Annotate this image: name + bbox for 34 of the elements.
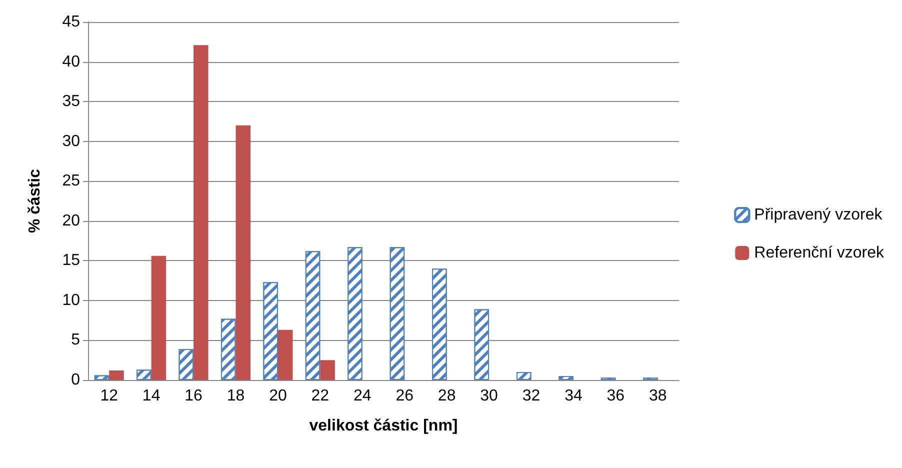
x-tick-label: 12: [100, 388, 118, 404]
x-tick-label: 20: [269, 388, 287, 404]
x-tick-label: 32: [522, 388, 540, 404]
y-tick-label: 25: [62, 172, 80, 190]
x-tick-label: 36: [606, 388, 625, 404]
y-axis-title: % částic: [26, 168, 44, 234]
x-tick-label: 28: [438, 388, 456, 404]
x-tick-label: 38: [648, 388, 667, 404]
bar: [278, 330, 293, 380]
x-tick-label: 26: [396, 388, 414, 404]
bar: [320, 360, 335, 380]
y-tick-label: 45: [62, 14, 80, 30]
legend-label: Připravený vzorek: [754, 206, 884, 224]
x-axis-title: velikost částic [nm]: [309, 418, 458, 434]
y-tick-label: 30: [62, 132, 80, 150]
y-tick-label: 20: [62, 212, 80, 230]
x-tick-label: 14: [142, 388, 160, 404]
y-tick-label: 0: [71, 372, 80, 388]
x-tick-label: 22: [311, 388, 330, 404]
y-tick-label: 5: [71, 332, 80, 349]
legend-label: Referenční vzorek: [754, 244, 885, 262]
y-tick-label: 10: [62, 292, 80, 309]
x-tick-label: 34: [564, 388, 582, 404]
y-tick-label: 35: [62, 93, 80, 110]
x-tick-label: 18: [226, 388, 245, 404]
bar: [109, 370, 124, 380]
bar: [151, 256, 166, 380]
x-tick-label: 24: [353, 388, 372, 404]
x-tick-label: 30: [480, 388, 498, 404]
bar: [236, 125, 251, 380]
y-tick-label: 40: [62, 53, 80, 70]
bar: [194, 45, 208, 380]
x-tick-label: 16: [184, 388, 203, 404]
y-tick-label: 15: [62, 252, 80, 270]
